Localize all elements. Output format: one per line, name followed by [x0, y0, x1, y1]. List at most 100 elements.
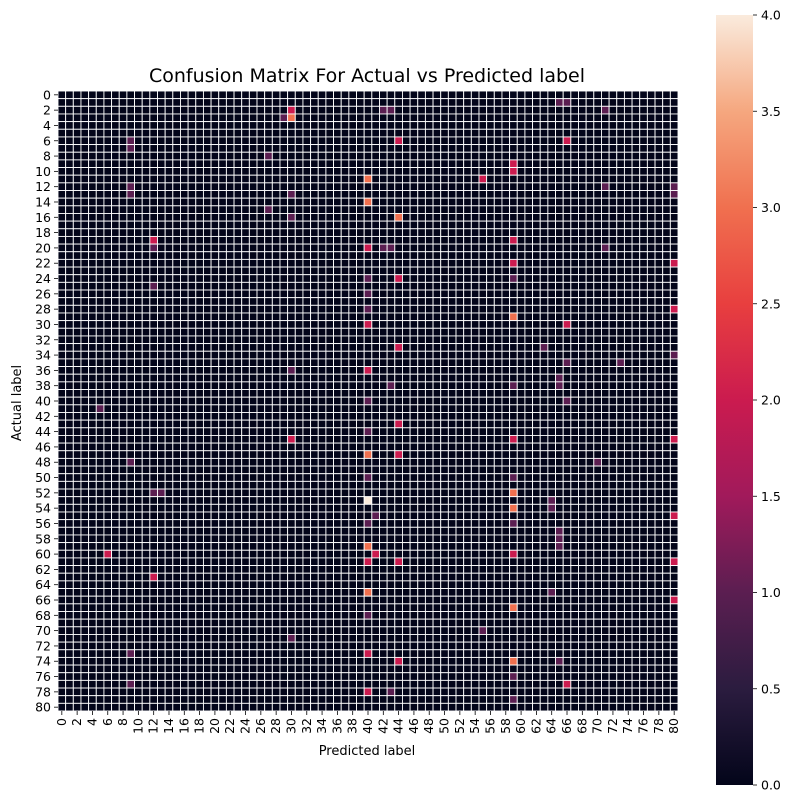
heatmap-cell	[65, 526, 74, 536]
heatmap-cell	[646, 235, 656, 245]
heatmap-cell	[432, 190, 442, 199]
heatmap-cell	[424, 235, 434, 245]
heatmap-cell	[294, 220, 304, 230]
heatmap-cell	[386, 419, 396, 429]
heatmap-cell	[555, 373, 564, 383]
heatmap-cell	[333, 557, 342, 567]
heatmap-cell	[287, 297, 296, 306]
heatmap-cell	[669, 419, 679, 429]
heatmap-cell	[72, 327, 82, 337]
heatmap-cell	[241, 105, 250, 115]
heatmap-cell	[394, 312, 403, 322]
heatmap-cell	[356, 320, 365, 329]
heatmap-cell	[294, 350, 304, 360]
heatmap-cell	[394, 144, 403, 153]
heatmap-cell	[149, 128, 158, 138]
heatmap-cell	[210, 205, 220, 214]
heatmap-cell	[302, 534, 312, 544]
heatmap-cell	[95, 404, 105, 413]
heatmap-cell	[593, 258, 602, 268]
heatmap-cell	[539, 90, 549, 100]
heatmap-cell	[225, 412, 235, 421]
heatmap-cell	[578, 335, 587, 345]
heatmap-cell	[524, 335, 534, 345]
heatmap-cell	[447, 442, 457, 452]
heatmap-cell	[463, 343, 472, 352]
heatmap-cell	[371, 243, 380, 253]
heatmap-cell	[157, 190, 166, 199]
heatmap-cell	[134, 488, 143, 498]
heatmap-cell	[424, 503, 434, 513]
heatmap-cell	[570, 327, 579, 337]
heatmap-cell	[95, 228, 105, 237]
heatmap-cell	[486, 465, 495, 475]
heatmap-cell	[417, 427, 426, 436]
heatmap-cell	[562, 281, 572, 291]
heatmap-cell	[210, 358, 220, 368]
heatmap-cell	[493, 519, 503, 528]
heatmap-cell	[172, 542, 181, 551]
heatmap-cell	[440, 557, 449, 567]
heatmap-cell	[493, 335, 503, 345]
heatmap-cell	[669, 480, 679, 490]
heatmap-cell	[379, 235, 388, 245]
heatmap-cell	[493, 488, 503, 498]
heatmap-cell	[539, 258, 549, 268]
heatmap-cell	[631, 228, 641, 237]
heatmap-cell	[271, 105, 281, 115]
heatmap-cell	[440, 182, 449, 191]
heatmap-cell	[180, 457, 189, 467]
heatmap-cell	[501, 327, 511, 337]
heatmap-cell	[363, 434, 373, 444]
heatmap-cell	[256, 182, 266, 191]
heatmap-cell	[532, 404, 541, 413]
heatmap-cell	[65, 90, 74, 100]
heatmap-cell	[585, 98, 595, 107]
heatmap-cell	[570, 182, 579, 191]
heatmap-cell	[195, 205, 204, 214]
heatmap-cell	[463, 174, 472, 184]
heatmap-cell	[455, 258, 465, 268]
heatmap-cell	[317, 496, 327, 505]
heatmap-cell	[279, 488, 289, 498]
heatmap-cell	[264, 159, 273, 168]
heatmap-cell	[463, 381, 472, 390]
heatmap-cell	[386, 389, 396, 398]
heatmap-cell	[432, 151, 442, 161]
heatmap-cell	[631, 197, 641, 207]
heatmap-cell	[524, 503, 534, 513]
heatmap-cell	[447, 174, 457, 184]
heatmap-cell	[317, 473, 327, 482]
heatmap-cell	[149, 266, 158, 276]
heatmap-cell	[180, 266, 189, 276]
heatmap-cell	[317, 205, 327, 214]
heatmap-cell	[317, 404, 327, 413]
heatmap-cell	[317, 557, 327, 567]
heatmap-cell	[225, 496, 235, 505]
heatmap-cell	[233, 534, 243, 544]
heatmap-cell	[478, 297, 488, 306]
heatmap-cell	[279, 243, 289, 253]
heatmap-cell	[271, 251, 281, 260]
heatmap-cell	[225, 404, 235, 413]
heatmap-cell	[317, 98, 327, 107]
heatmap-cell	[616, 289, 625, 299]
heatmap-cell	[356, 228, 365, 237]
heatmap-cell	[149, 381, 158, 390]
heatmap-cell	[478, 251, 488, 260]
heatmap-cell	[516, 312, 526, 322]
heatmap-cell	[65, 228, 74, 237]
heatmap-cell	[287, 167, 296, 176]
heatmap-cell	[547, 312, 556, 322]
heatmap-cell	[187, 151, 197, 161]
heatmap-cell	[363, 266, 373, 276]
heatmap-cell	[593, 105, 602, 115]
heatmap-cell	[470, 190, 480, 199]
heatmap-cell	[623, 304, 633, 314]
heatmap-cell	[623, 427, 633, 436]
heatmap-cell	[317, 174, 327, 184]
heatmap-cell	[401, 136, 411, 146]
heatmap-cell	[578, 151, 587, 161]
heatmap-cell	[80, 542, 90, 551]
heatmap-cell	[72, 427, 82, 436]
